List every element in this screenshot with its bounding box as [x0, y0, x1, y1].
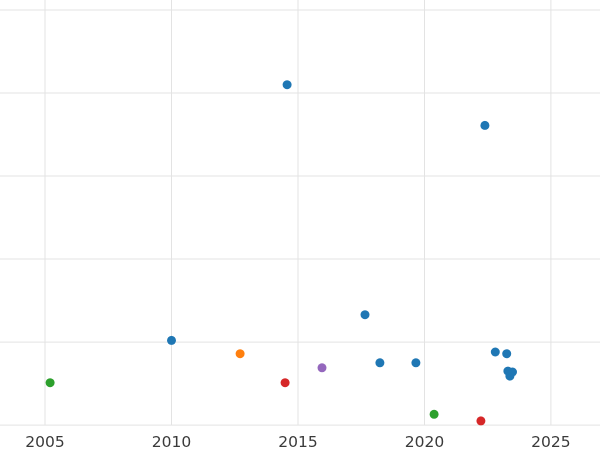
- x-tick-label: 2005: [25, 433, 64, 450]
- data-point-green: [429, 409, 439, 419]
- x-tick-label: 2020: [405, 433, 444, 450]
- x-tick-label: 2010: [152, 433, 191, 450]
- x-axis-tick-labels: 2005 2010 2015 2020 2025: [25, 433, 570, 450]
- data-point-blue: [490, 347, 500, 357]
- data-point-blue: [480, 120, 490, 130]
- data-point-purple: [317, 363, 327, 373]
- data-point-blue: [508, 367, 517, 377]
- data-point-green: [45, 378, 55, 388]
- x-tick-label: 2015: [278, 433, 317, 450]
- data-points: [45, 80, 517, 426]
- data-point-blue: [360, 310, 370, 320]
- data-point-red: [476, 416, 486, 426]
- data-point-blue: [282, 80, 292, 90]
- data-point-blue: [411, 358, 421, 368]
- gridlines: [0, 0, 600, 426]
- x-tick-label: 2025: [531, 433, 570, 450]
- data-point-blue: [167, 335, 176, 345]
- data-point-blue: [375, 358, 385, 368]
- data-point-orange: [235, 349, 245, 359]
- data-point-red: [280, 378, 290, 388]
- data-point-blue: [502, 349, 512, 359]
